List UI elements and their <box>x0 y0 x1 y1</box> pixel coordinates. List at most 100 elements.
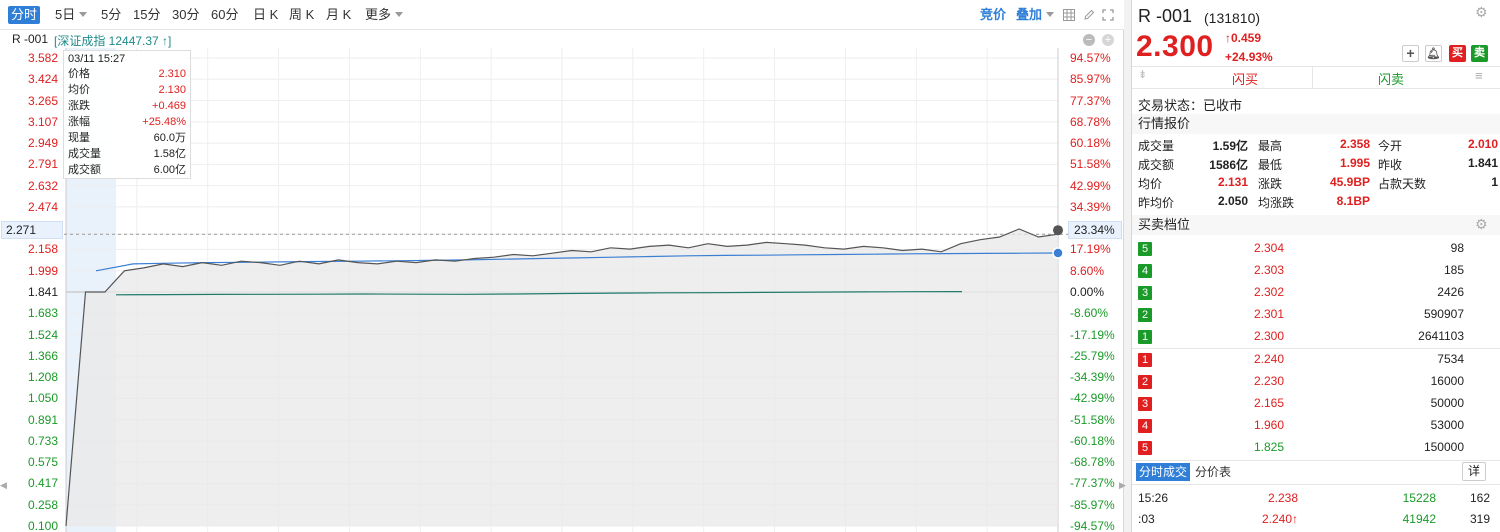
market-quote-title: 行情报价 <box>1138 116 1191 131</box>
flash-sell-button[interactable]: 闪卖 <box>1378 72 1405 87</box>
stat-value: 2.131 <box>1217 175 1248 189</box>
y-tick-label-left: 1.841 <box>27 285 58 299</box>
y-tick-label-right: 60.18% <box>1070 136 1111 151</box>
level-volume: 2641103 <box>1418 329 1464 343</box>
level-badge: 4 <box>1138 264 1152 278</box>
level-volume: 7534 <box>1437 352 1464 366</box>
menu-icon[interactable]: ≡ <box>1475 68 1483 83</box>
trade-row: :03 2.240↑ 41942 319 <box>1132 509 1500 529</box>
ask-level-row[interactable]: 5 2.304 98 <box>1132 238 1500 260</box>
y-tick-label-right: 94.57% <box>1070 51 1111 65</box>
last-price: 2.300 <box>1136 30 1214 63</box>
ask-level-row[interactable]: 4 2.303 185 <box>1132 260 1500 282</box>
stat-value: 45.9BP <box>1329 175 1370 189</box>
pencil-icon[interactable] <box>1083 9 1095 21</box>
orderbook-title: 买卖档位 <box>1138 217 1191 232</box>
y-tick-label-right: 34.39% <box>1070 199 1111 214</box>
period-tab-more-label: 更多 <box>365 7 392 22</box>
stat-label: 均涨跌 <box>1258 196 1295 210</box>
tab-time-sales[interactable]: 分时成交 <box>1136 463 1191 481</box>
level-price: 2.165 <box>1253 396 1284 410</box>
bid-auction-button[interactable]: 竞价 <box>980 7 1007 22</box>
bid-level-row[interactable]: 3 2.165 50000 <box>1132 393 1500 415</box>
period-tab-15min[interactable]: 15分 <box>133 7 161 22</box>
y-tick-label-right: 0.00% <box>1070 285 1105 299</box>
level-volume: 150000 <box>1423 440 1464 454</box>
stat-value: 1.841 <box>1467 156 1498 170</box>
ask-level-row[interactable]: 3 2.302 2426 <box>1132 282 1500 304</box>
period-tab-weekly-k[interactable]: 周 K <box>289 7 315 22</box>
grid-icon[interactable] <box>1063 9 1075 21</box>
chevron-down-icon <box>79 12 88 17</box>
period-tab-30min[interactable]: 30分 <box>172 7 200 22</box>
level-price: 1.825 <box>1253 440 1284 454</box>
orderbook-gear-icon[interactable]: ⚙ <box>1475 216 1488 232</box>
ask-level-row[interactable]: 2 2.301 590907 <box>1132 304 1500 326</box>
y-tick-label-left: 0.891 <box>27 412 58 427</box>
collapse-icon[interactable]: ⇟ <box>1138 69 1148 81</box>
overlay-label: 叠加 <box>1016 7 1043 22</box>
tooltip-value: +25.48% <box>142 116 186 128</box>
trade-price: 2.238 <box>1267 491 1298 505</box>
period-tab-5day[interactable]: 5日 <box>52 6 90 24</box>
add-watchlist-button[interactable]: + <box>1402 45 1419 62</box>
ask-level-row[interactable]: 1 2.300 2641103 <box>1132 326 1500 348</box>
y-tick-label-left: 0.575 <box>27 455 58 470</box>
period-tab-daily-k[interactable]: 日 K <box>253 7 279 22</box>
level-badge: 5 <box>1138 242 1152 256</box>
index-quote[interactable]: [深证成指 12447.37 ↑] <box>54 34 172 48</box>
buy-button[interactable]: 买 <box>1449 45 1466 62</box>
chart-panel: 分时 5日 5分 15分 30分 60分 日 K 周 K 月 K 更多 竞价 叠… <box>0 0 1126 532</box>
period-tab-5min[interactable]: 5分 <box>101 7 122 22</box>
level-price: 1.960 <box>1253 418 1284 432</box>
trading-status-label: 交易状态： <box>1138 98 1204 113</box>
flash-buy-button[interactable]: 闪买 <box>1232 72 1259 87</box>
quote-symbol: R -001 <box>1138 6 1193 26</box>
y-tick-label-left: 0.733 <box>27 433 58 448</box>
zoom-out-icon[interactable]: − <box>1083 34 1095 46</box>
settings-gear-icon[interactable]: ⚙ <box>1475 4 1488 20</box>
level-price: 2.300 <box>1253 329 1284 343</box>
tooltip-key: 均价 <box>68 84 90 96</box>
period-tab-more[interactable]: 更多 <box>362 6 406 24</box>
y-tick-label-left: 2.474 <box>27 199 58 214</box>
sell-button[interactable]: 卖 <box>1471 45 1488 62</box>
bid-level-row[interactable]: 4 1.960 53000 <box>1132 415 1500 437</box>
level-price: 2.301 <box>1253 307 1284 321</box>
divider <box>1132 460 1500 461</box>
period-tab-60min[interactable]: 60分 <box>211 7 239 22</box>
divider <box>1132 348 1500 349</box>
y-tick-label-right: -94.57% <box>1070 519 1115 532</box>
y-tick-label-right: -85.97% <box>1070 497 1115 512</box>
y-tick-label-left: 3.424 <box>27 72 58 87</box>
bid-level-row[interactable]: 1 2.240 7534 <box>1132 349 1500 371</box>
detail-button[interactable]: 详 <box>1462 462 1486 481</box>
scroll-left-icon[interactable]: ◀ <box>0 480 7 490</box>
period-tab-intraday[interactable]: 分时 <box>8 6 41 24</box>
tooltip-row: 均价 2.130 <box>68 82 188 98</box>
price-change: ↑0.459 <box>1225 31 1262 45</box>
chart-toolbar: 分时 5日 5分 15分 30分 60分 日 K 周 K 月 K 更多 竞价 叠… <box>0 0 1124 30</box>
price-end-dot <box>1053 225 1063 236</box>
scroll-right-icon[interactable]: ▶ <box>1119 480 1126 490</box>
y-tick-label-left: 3.582 <box>27 51 58 65</box>
level-badge: 4 <box>1138 419 1152 433</box>
trade-time: :03 <box>1138 512 1155 526</box>
y-tick-label-left: 1.366 <box>27 348 58 363</box>
prev-avg-line <box>115 291 963 296</box>
zoom-in-icon[interactable]: + <box>1102 34 1114 46</box>
alert-bell-icon[interactable]: 🔔︎ <box>1425 45 1442 62</box>
divider <box>1312 66 1313 88</box>
chart-series <box>65 225 1064 527</box>
divider <box>1132 484 1500 485</box>
overlay-button[interactable]: 叠加 <box>1016 6 1055 24</box>
fullscreen-icon[interactable] <box>1102 9 1114 21</box>
bid-level-row[interactable]: 2 2.230 16000 <box>1132 371 1500 393</box>
trade-volume: 15228 <box>1402 491 1436 505</box>
period-tab-monthly-k[interactable]: 月 K <box>326 7 352 22</box>
y-tick-label-right: -68.78% <box>1070 455 1115 470</box>
stat-value: 1586亿 <box>1209 158 1248 172</box>
bid-level-row[interactable]: 5 1.825 150000 <box>1132 437 1500 459</box>
tooltip-key: 涨跌 <box>68 100 90 112</box>
tab-price-table[interactable]: 分价表 <box>1195 465 1232 479</box>
